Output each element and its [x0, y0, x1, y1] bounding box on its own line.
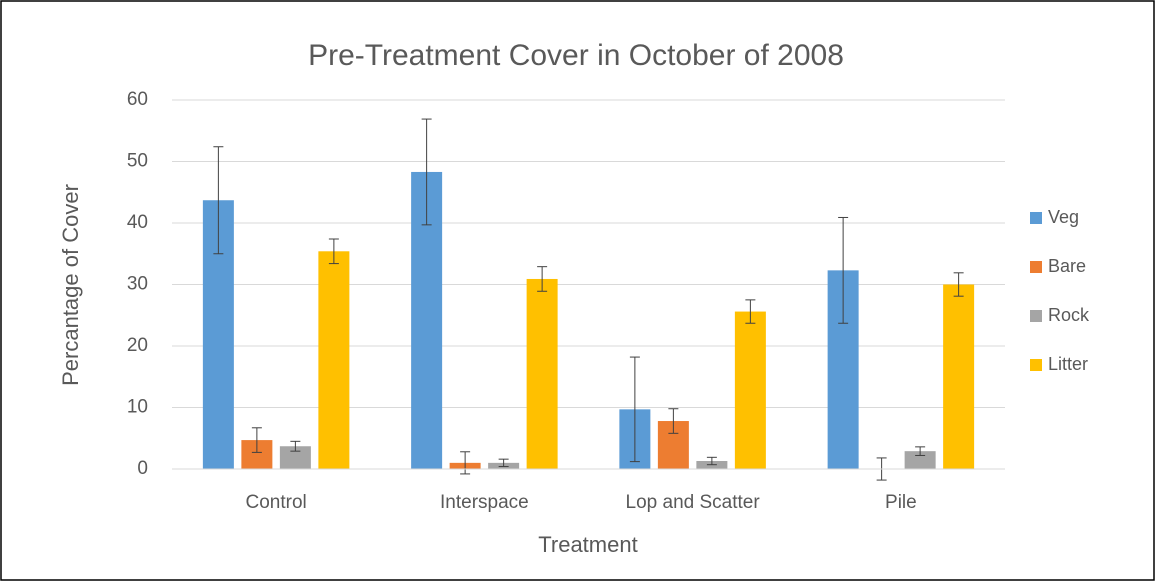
y-tick-label: 60	[127, 89, 148, 110]
error-bar	[706, 456, 717, 466]
error-bar	[498, 458, 509, 468]
legend-swatch	[1030, 212, 1042, 224]
error-bar	[745, 299, 756, 324]
error-bar	[915, 446, 926, 456]
error-bar	[460, 451, 471, 475]
error-bar	[537, 266, 548, 292]
bar	[318, 251, 350, 469]
legend-swatch	[1030, 310, 1042, 322]
y-tick-label: 40	[127, 212, 148, 233]
x-axis-title: Treatment	[538, 532, 637, 557]
x-tick-label: Control	[246, 492, 307, 513]
error-bar	[668, 408, 679, 434]
error-bar	[838, 216, 849, 324]
error-bar	[213, 146, 224, 255]
bar	[734, 311, 766, 469]
error-bar	[629, 356, 640, 463]
y-tick-label: 20	[127, 335, 148, 356]
bar	[904, 451, 936, 469]
x-tick-label: Lop and Scatter	[626, 492, 761, 513]
legend-label: Bare	[1048, 256, 1086, 276]
error-bar	[290, 440, 301, 452]
legend-label: Litter	[1048, 354, 1088, 374]
y-tick-label: 50	[127, 151, 148, 172]
bar	[943, 284, 975, 469]
x-tick-label: Pile	[885, 492, 917, 513]
error-bar	[251, 427, 262, 453]
y-tick-label: 10	[127, 397, 148, 418]
y-tick-label: 30	[127, 274, 148, 295]
legend-swatch	[1030, 359, 1042, 371]
bar	[526, 278, 558, 469]
legend-label: Rock	[1048, 305, 1090, 325]
y-tick-label: 0	[137, 458, 148, 479]
error-bar	[328, 238, 339, 265]
x-tick-label: Interspace	[440, 492, 529, 513]
error-bar	[953, 272, 964, 297]
chart-title: Pre-Treatment Cover in October of 2008	[308, 39, 844, 72]
legend-label: Veg	[1048, 207, 1079, 227]
bar	[279, 446, 311, 469]
y-axis-title: Percantage of Cover	[58, 184, 83, 386]
legend-swatch	[1030, 261, 1042, 273]
error-bar	[421, 118, 432, 226]
